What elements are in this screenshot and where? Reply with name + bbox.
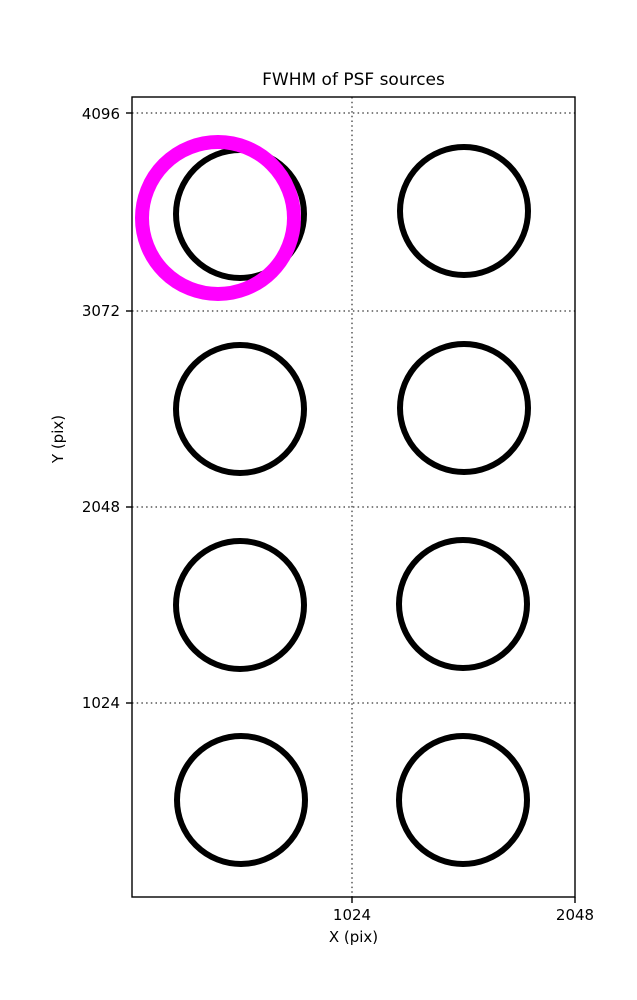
chart-title: FWHM of PSF sources xyxy=(262,70,445,90)
source-circle xyxy=(396,537,530,671)
source-circle xyxy=(174,733,308,867)
data-markers xyxy=(135,135,531,867)
y-axis-label: Y (pix) xyxy=(49,414,67,464)
grid-lines xyxy=(132,97,576,897)
ytick-label-3072: 3072 xyxy=(81,302,120,320)
xtick-label-2048: 2048 xyxy=(555,906,595,924)
source-circle xyxy=(173,342,307,476)
source-circle xyxy=(173,538,307,672)
ytick-label-2048: 2048 xyxy=(81,498,120,516)
ytick-label-4096: 4096 xyxy=(81,105,120,123)
tick-marks xyxy=(126,112,576,903)
source-circle xyxy=(396,733,530,867)
highlight-circle xyxy=(135,135,301,301)
source-circle xyxy=(397,341,531,475)
axes-frame xyxy=(131,96,576,898)
xtick-label-1024: 1024 xyxy=(332,906,372,924)
x-axis-label: X (pix) xyxy=(328,928,379,946)
source-circle xyxy=(397,144,531,278)
ytick-label-1024: 1024 xyxy=(81,694,120,712)
